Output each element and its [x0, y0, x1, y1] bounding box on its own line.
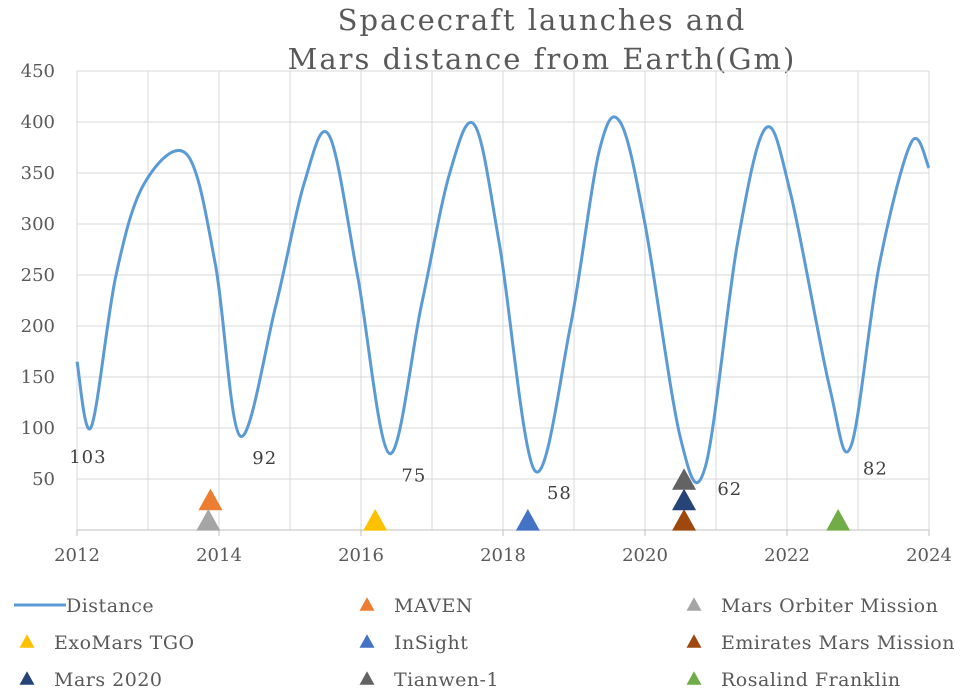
x-tick-label: 2018 — [480, 545, 526, 566]
launch-marker-tianwen-1 — [672, 468, 697, 490]
y-tick-label: 350 — [21, 163, 55, 184]
launch-marker-insight — [515, 509, 540, 531]
legend-triangle-swatch — [19, 671, 35, 685]
x-tick-label: 2024 — [906, 545, 952, 566]
legend-item: Distance — [14, 595, 154, 617]
x-tick-label: 2014 — [196, 545, 242, 566]
minimum-distance-label: 75 — [401, 466, 426, 487]
legend-label: Tianwen-1 — [394, 669, 499, 691]
minimum-distance-label: 82 — [863, 458, 888, 479]
legend-label: ExoMars TGO — [54, 632, 195, 654]
legend-item: Emirates Mars Mission — [686, 632, 955, 654]
distance-line — [75, 115, 931, 484]
launch-marker-rosalind-franklin — [826, 509, 851, 531]
legend-triangle-swatch — [686, 634, 702, 648]
y-axis-tick-labels: 50 100 150 200 250 300 350 400 450 — [21, 61, 55, 490]
legend-label: Mars 2020 — [54, 669, 163, 691]
y-tick-label: 400 — [21, 112, 55, 133]
y-tick-label: 50 — [32, 469, 55, 490]
legend: Distance MAVEN Mars Orbiter Mission ExoMars… — [14, 595, 955, 691]
y-tick-label: 450 — [21, 61, 55, 82]
x-tick-label: 2016 — [338, 545, 384, 566]
minimum-distance-label: 103 — [69, 447, 106, 468]
legend-label: InSight — [394, 632, 468, 654]
legend-triangle-swatch — [359, 671, 375, 685]
legend-label: Emirates Mars Mission — [721, 632, 955, 654]
grid-lines — [76, 70, 930, 536]
x-axis-tick-labels: 2012 2014 2016 2018 2020 2022 2024 — [54, 545, 952, 566]
legend-item: MAVEN — [359, 595, 473, 617]
chart-title-line-1: Spacecraft launches and — [338, 3, 747, 37]
y-tick-label: 200 — [21, 316, 55, 337]
legend-item: ExoMars TGO — [19, 632, 195, 654]
y-tick-label: 250 — [21, 265, 55, 286]
x-tick-label: 2020 — [622, 545, 668, 566]
launch-marker-exomars-tgo — [363, 509, 388, 531]
legend-label: Mars Orbiter Mission — [721, 595, 938, 617]
x-tick-label: 2022 — [764, 545, 810, 566]
distance-series — [75, 115, 931, 484]
launch-marker-emirates-mars-mission — [672, 509, 697, 531]
legend-triangle-swatch — [686, 671, 702, 685]
legend-label: Distance — [66, 595, 154, 617]
minimum-distance-label: 62 — [717, 479, 742, 500]
x-tick-label: 2012 — [54, 545, 100, 566]
legend-item: Mars Orbiter Mission — [686, 595, 938, 617]
legend-item: Rosalind Franklin — [686, 669, 901, 691]
legend-label: MAVEN — [394, 595, 473, 617]
y-tick-label: 100 — [21, 418, 55, 439]
chart-title-line-2: Mars distance from Earth(Gm) — [288, 42, 797, 76]
legend-triangle-swatch — [359, 597, 375, 611]
y-tick-label: 300 — [21, 214, 55, 235]
legend-triangle-swatch — [686, 597, 702, 611]
legend-label: Rosalind Franklin — [721, 669, 901, 691]
launch-markers — [196, 468, 851, 531]
launch-marker-mars-2020 — [672, 488, 697, 511]
y-tick-label: 150 — [21, 367, 55, 388]
minimum-distance-labels: 103 92 75 58 62 82 — [69, 447, 888, 504]
launch-marker-mars-orbiter-mission — [196, 509, 221, 531]
legend-item: InSight — [359, 632, 468, 654]
legend-item: Tianwen-1 — [359, 669, 499, 691]
legend-triangle-swatch — [359, 634, 375, 648]
launch-marker-maven — [198, 488, 223, 511]
minimum-distance-label: 92 — [252, 448, 277, 469]
legend-item: Mars 2020 — [19, 669, 163, 691]
legend-triangle-swatch — [19, 634, 35, 648]
minimum-distance-label: 58 — [547, 483, 572, 504]
